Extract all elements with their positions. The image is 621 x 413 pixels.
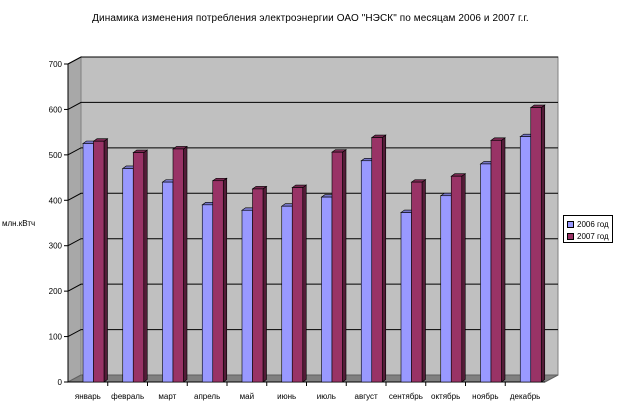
bar-side bbox=[262, 185, 267, 383]
bar bbox=[371, 137, 383, 383]
x-tick-label: октябрь bbox=[431, 392, 460, 401]
bar bbox=[490, 140, 502, 383]
x-tick-label: сентябрь bbox=[389, 392, 423, 401]
x-tick-label: май bbox=[240, 392, 254, 401]
bar bbox=[132, 152, 145, 383]
x-tick-label: январь bbox=[75, 392, 101, 401]
bar-side bbox=[222, 177, 228, 383]
y-tick-label: 100 bbox=[49, 333, 63, 342]
x-tick-label: декабрь bbox=[510, 392, 540, 401]
legend-entry: 2006 год bbox=[567, 218, 612, 230]
bar bbox=[122, 168, 134, 383]
bar-side bbox=[461, 173, 466, 383]
gridline bbox=[67, 147, 558, 156]
bar bbox=[281, 205, 293, 383]
bar-side bbox=[103, 138, 108, 383]
y-tick-label: 300 bbox=[49, 242, 63, 251]
bar bbox=[411, 181, 423, 383]
bar bbox=[331, 151, 343, 383]
y-axis-label: млн.кВтч bbox=[2, 219, 36, 228]
y-tick-label: 600 bbox=[49, 105, 63, 114]
bar bbox=[252, 188, 264, 383]
bar bbox=[519, 136, 532, 383]
bar bbox=[93, 140, 105, 383]
x-tick-label: март bbox=[158, 392, 176, 401]
legend-label: 2007 год bbox=[577, 231, 609, 241]
bar bbox=[480, 163, 492, 383]
legend-swatch bbox=[567, 220, 574, 228]
bar-side bbox=[540, 104, 546, 383]
x-tick-label: апрель bbox=[194, 392, 220, 401]
x-tick-label: февраль bbox=[111, 392, 144, 401]
x-tick-label: июнь bbox=[277, 392, 296, 401]
bar bbox=[162, 181, 174, 383]
bar bbox=[450, 175, 463, 383]
gridline bbox=[67, 101, 558, 110]
bar bbox=[440, 195, 452, 383]
bar-side bbox=[421, 179, 426, 383]
y-tick-label: 200 bbox=[49, 287, 63, 296]
bar-side bbox=[143, 149, 148, 383]
bar bbox=[212, 180, 224, 383]
gridline bbox=[67, 192, 558, 201]
bar bbox=[400, 212, 412, 383]
bar bbox=[241, 209, 253, 383]
gridline bbox=[67, 283, 558, 292]
legend: 2006 год 2007 год bbox=[563, 215, 613, 243]
gridline bbox=[67, 56, 558, 65]
legend-swatch bbox=[567, 232, 574, 240]
gridline bbox=[67, 329, 558, 338]
bar bbox=[530, 107, 542, 383]
legend-label: 2006 год bbox=[577, 219, 609, 229]
bar bbox=[360, 160, 373, 383]
y-tick-label: 500 bbox=[49, 151, 63, 160]
x-tick-label: июль bbox=[317, 392, 336, 401]
chart-title: Динамика изменения потребления электроэн… bbox=[92, 13, 529, 24]
x-tick-label: август bbox=[355, 392, 379, 401]
gridline bbox=[67, 238, 558, 247]
legend-entry: 2007 год bbox=[567, 230, 612, 242]
bar-side bbox=[183, 145, 188, 383]
bar bbox=[291, 187, 304, 383]
bar-side bbox=[302, 184, 307, 383]
x-tick-label: ноябрь bbox=[472, 392, 498, 401]
bar-side bbox=[342, 149, 347, 383]
bar-side bbox=[381, 134, 387, 383]
bar bbox=[201, 204, 214, 383]
y-tick-label: 400 bbox=[49, 196, 63, 205]
y-tick-label: 0 bbox=[58, 378, 63, 387]
bar bbox=[172, 148, 184, 383]
bar-side bbox=[501, 137, 506, 383]
bar bbox=[321, 196, 333, 383]
bar bbox=[82, 143, 94, 383]
y-tick-label: 700 bbox=[49, 60, 63, 69]
